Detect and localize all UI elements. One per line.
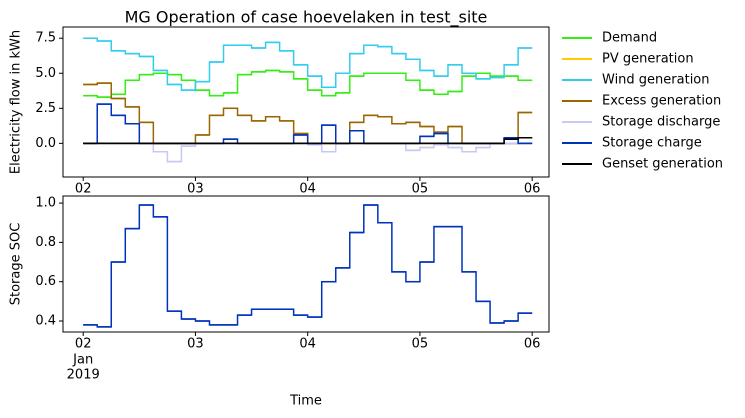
x-tick-label: 05 (412, 337, 429, 352)
chart-title: MG Operation of case hoevelaken in test_… (125, 8, 488, 28)
x-tick-label: 03 (187, 337, 204, 352)
step-line (83, 204, 533, 328)
series (83, 136, 533, 145)
y-tick-label: 7.5 (35, 31, 56, 46)
legend-label: Storage charge (602, 136, 702, 151)
x-tick-label: 02 (75, 182, 92, 197)
x-tick-label: 03 (187, 182, 204, 197)
x-tick-label: 02 (75, 337, 92, 352)
legend-label: PV generation (602, 52, 694, 67)
series (83, 37, 533, 91)
x-axis-label: Time (289, 394, 322, 409)
legend-label: Genset generation (602, 157, 723, 172)
x-tick-label: 05 (412, 182, 429, 197)
legend-label: Storage discharge (602, 115, 720, 130)
series (83, 103, 533, 145)
y-tick-label: 0.4 (35, 313, 56, 328)
series (83, 204, 533, 328)
series (83, 142, 533, 163)
axes-frame (62, 26, 550, 178)
y-axis-label: Electricity flow in kWh (9, 30, 24, 174)
x-tick-sublabel: 2019 (67, 368, 100, 383)
y-tick-label: 2.5 (35, 101, 56, 116)
legend-label: Demand (602, 31, 657, 46)
series (83, 69, 533, 98)
axes-frame (62, 195, 550, 333)
y-tick-label: 1.0 (35, 196, 56, 211)
y-tick-label: 5.0 (35, 66, 56, 81)
x-tick-label: 04 (299, 337, 316, 352)
step-line (83, 103, 533, 145)
y-tick-label: 0.6 (35, 274, 56, 289)
y-tick-label: 0.0 (35, 136, 56, 151)
y-axis-label: Storage SOC (9, 223, 24, 306)
y-tick-label: 0.8 (35, 235, 56, 250)
x-tick-label: 06 (524, 182, 541, 197)
x-tick-label: 06 (524, 337, 541, 352)
x-tick-sublabel: Jan (72, 353, 93, 368)
legend-label: Excess generation (602, 94, 721, 109)
x-tick-label: 04 (299, 182, 316, 197)
legend-label: Wind generation (602, 73, 710, 88)
